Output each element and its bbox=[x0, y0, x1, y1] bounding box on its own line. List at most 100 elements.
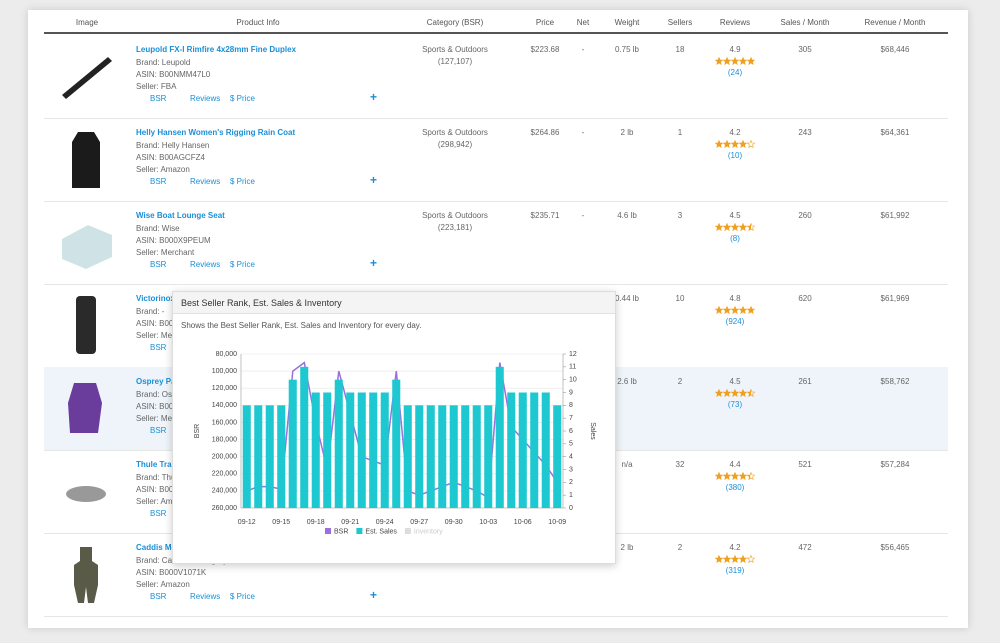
column-header: Reviews bbox=[719, 18, 751, 27]
sellers: 3 bbox=[677, 211, 683, 220]
product-title[interactable]: Wise Boat Lounge Seat bbox=[136, 211, 225, 220]
star bbox=[731, 223, 739, 231]
header-rule bbox=[44, 32, 948, 34]
y2-tick-label: 3 bbox=[569, 466, 573, 473]
star-filled bbox=[715, 306, 754, 314]
star bbox=[747, 558, 749, 560]
product-title[interactable]: Helly Hansen Women's Rigging Rain Coat bbox=[136, 128, 296, 137]
sales-month: 260 bbox=[798, 211, 812, 220]
product-title[interactable]: Thule Tra bbox=[136, 460, 172, 469]
bar bbox=[507, 392, 516, 508]
product-title[interactable]: Caddis Me bbox=[136, 543, 177, 552]
product-row[interactable]: Helly Hansen Women's Rigging Rain Coat Br… bbox=[44, 118, 948, 202]
bar bbox=[277, 405, 286, 508]
bar bbox=[518, 392, 527, 508]
star-filled bbox=[715, 140, 749, 148]
x-tick-label: 10-09 bbox=[548, 519, 566, 526]
x-tick-label: 09-24 bbox=[376, 519, 394, 526]
product-row[interactable]: Wise Boat Lounge Seat Brand: Wise ASIN: B0… bbox=[44, 201, 948, 285]
bar bbox=[426, 405, 435, 508]
y-tick-label: 240,000 bbox=[212, 488, 237, 495]
product-title[interactable]: Osprey Pa bbox=[136, 377, 176, 386]
product-row[interactable]: Leupold FX-I Rimfire 4x28mm Fine Duplex B… bbox=[44, 35, 948, 119]
add-button[interactable]: + bbox=[370, 173, 378, 187]
add-button[interactable]: + bbox=[370, 588, 378, 602]
bar bbox=[403, 405, 412, 508]
product-image[interactable] bbox=[56, 375, 116, 441]
product-link[interactable]: BSR bbox=[150, 94, 167, 103]
product-title[interactable]: Victorinox bbox=[136, 294, 175, 303]
column-header: Category (BSR) bbox=[426, 18, 484, 27]
star bbox=[731, 140, 739, 148]
bar bbox=[553, 405, 562, 508]
sellers: 2 bbox=[677, 543, 683, 552]
product-link[interactable]: $ Price bbox=[230, 177, 255, 186]
product-image[interactable] bbox=[56, 292, 116, 358]
product-image[interactable] bbox=[56, 209, 116, 275]
product-link[interactable]: $ Price bbox=[230, 94, 255, 103]
thumb-shape bbox=[66, 486, 106, 502]
star bbox=[715, 140, 723, 148]
y2-tick-label: 8 bbox=[569, 402, 573, 409]
product-link[interactable]: BSR bbox=[150, 177, 167, 186]
add-button[interactable]: + bbox=[370, 256, 378, 270]
review-count[interactable]: (73) bbox=[727, 400, 743, 409]
star-filled bbox=[715, 57, 755, 65]
product-image[interactable] bbox=[56, 43, 116, 109]
add-button[interactable]: + bbox=[370, 90, 378, 104]
star-filled bbox=[715, 555, 749, 563]
product-asin: ASIN: B00NMM47L0 bbox=[136, 70, 211, 79]
star-empty bbox=[746, 472, 755, 480]
y-tick-label: 200,000 bbox=[212, 454, 237, 461]
review-count[interactable]: (319) bbox=[725, 566, 745, 575]
revenue-month: $57,284 bbox=[880, 460, 910, 469]
product-brand: Brand: - bbox=[136, 307, 165, 316]
product-image[interactable] bbox=[56, 458, 116, 524]
star bbox=[731, 57, 739, 65]
product-link[interactable]: BSR bbox=[150, 426, 167, 435]
product-image[interactable] bbox=[56, 126, 116, 192]
bar bbox=[415, 405, 424, 508]
product-link[interactable]: Reviews bbox=[190, 177, 221, 186]
rating: 4.5 bbox=[729, 377, 741, 386]
thumb-shape bbox=[72, 132, 100, 188]
weight: n/a bbox=[621, 460, 633, 469]
review-count[interactable]: (924) bbox=[725, 317, 745, 326]
product-brand: Brand: Wise bbox=[136, 224, 180, 233]
product-link[interactable]: Reviews bbox=[190, 260, 221, 269]
product-link[interactable]: BSR bbox=[150, 260, 167, 269]
star bbox=[715, 306, 723, 314]
chart-popup: Best Seller Rank, Est. Sales & Inventory… bbox=[172, 291, 616, 564]
product-link[interactable]: BSR bbox=[150, 592, 167, 601]
product-link[interactable]: BSR bbox=[150, 343, 167, 352]
review-count[interactable]: (380) bbox=[725, 483, 745, 492]
product-image[interactable] bbox=[56, 541, 116, 607]
product-title[interactable]: Leupold FX-I Rimfire 4x28mm Fine Duplex bbox=[136, 45, 297, 54]
bar bbox=[472, 405, 481, 508]
product-link[interactable]: Reviews bbox=[190, 94, 221, 103]
star bbox=[747, 57, 755, 65]
review-count[interactable]: (24) bbox=[727, 68, 743, 77]
product-link[interactable]: $ Price bbox=[230, 260, 255, 269]
product-asin: ASIN: B00AGCFZ4 bbox=[136, 153, 205, 162]
thumb-shape bbox=[68, 383, 102, 433]
star bbox=[739, 223, 747, 231]
rating-stars bbox=[715, 140, 755, 148]
star bbox=[731, 389, 739, 397]
product-asin: ASIN: B00O bbox=[136, 402, 180, 411]
product-link[interactable]: BSR bbox=[150, 509, 167, 518]
rating: 4.5 bbox=[729, 211, 741, 220]
star bbox=[715, 57, 723, 65]
star bbox=[731, 472, 739, 480]
product-link[interactable]: Reviews bbox=[190, 592, 221, 601]
product-link[interactable]: $ Price bbox=[230, 592, 255, 601]
product-table: Image Product Info Category (BSR) Price Net W… bbox=[28, 10, 968, 628]
star bbox=[731, 306, 739, 314]
product-asin: ASIN: B000 bbox=[136, 319, 178, 328]
star bbox=[723, 57, 731, 65]
star bbox=[715, 223, 723, 231]
review-count[interactable]: (8) bbox=[730, 234, 740, 243]
y-tick-label: 260,000 bbox=[212, 505, 237, 512]
review-count[interactable]: (10) bbox=[727, 151, 743, 160]
